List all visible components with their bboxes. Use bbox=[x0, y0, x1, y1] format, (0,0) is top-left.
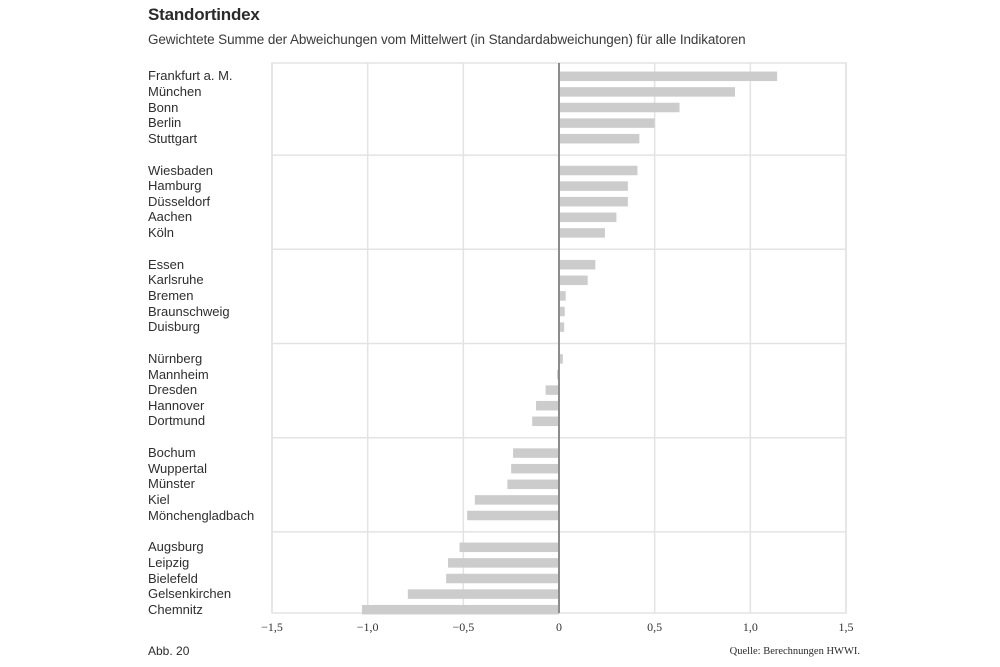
x-axis-ticks: −1,5 −1,0 −0,5 0 0,5 1,0 1,5 bbox=[261, 620, 853, 634]
category-label: Dresden bbox=[148, 382, 198, 398]
category-label: Mönchengladbach bbox=[148, 507, 255, 523]
category-label: Frankfurt a. M. bbox=[148, 68, 233, 84]
category-label: Berlin bbox=[148, 115, 182, 131]
chart-title: Standortindex bbox=[148, 5, 260, 24]
bar bbox=[513, 448, 559, 458]
category-label: München bbox=[148, 83, 202, 99]
category-label: Bonn bbox=[148, 99, 179, 115]
bar bbox=[446, 573, 559, 584]
bar bbox=[559, 291, 566, 301]
bar bbox=[559, 102, 680, 113]
bar bbox=[559, 196, 628, 207]
category-label: Bochum bbox=[148, 445, 196, 461]
category-label: Hannover bbox=[148, 397, 205, 413]
category-label: Stuttgart bbox=[148, 130, 198, 146]
figure-number: Abb. 20 bbox=[148, 644, 190, 658]
bar bbox=[559, 133, 640, 144]
category-label: Essen bbox=[148, 256, 185, 272]
category-label: Düsseldorf bbox=[148, 193, 211, 209]
bar bbox=[559, 322, 565, 332]
chart-subtitle: Gewichtete Summe der Abweichungen vom Mi… bbox=[148, 32, 746, 47]
x-tick-label: −1,0 bbox=[357, 620, 379, 634]
bar bbox=[467, 510, 559, 521]
category-label: Duisburg bbox=[148, 319, 201, 335]
bar bbox=[545, 385, 559, 395]
bar bbox=[559, 306, 565, 317]
category-label: Köln bbox=[148, 224, 175, 240]
bar bbox=[559, 228, 605, 238]
x-tick-label: −0,5 bbox=[452, 620, 474, 634]
bar bbox=[407, 589, 559, 599]
category-label: Kiel bbox=[148, 491, 170, 507]
bar bbox=[361, 604, 559, 615]
category-label: Leipzig bbox=[148, 554, 190, 570]
x-tick-label: 1,0 bbox=[743, 620, 758, 634]
category-label: Münster bbox=[148, 476, 195, 492]
category-label: Augsburg bbox=[148, 539, 204, 555]
x-tick-label: 1,5 bbox=[839, 620, 854, 634]
bar bbox=[474, 495, 559, 505]
category-label: Nürnberg bbox=[148, 350, 203, 366]
bar bbox=[559, 259, 596, 270]
bar bbox=[559, 71, 778, 82]
category-label: Braunschweig bbox=[148, 303, 230, 319]
bar bbox=[511, 463, 559, 474]
category-label: Bielefeld bbox=[148, 570, 198, 586]
bar bbox=[507, 479, 559, 490]
category-label: Wuppertal bbox=[148, 460, 208, 476]
bar bbox=[536, 400, 559, 411]
bar bbox=[559, 87, 736, 97]
category-label: Mannheim bbox=[148, 366, 209, 382]
bar bbox=[559, 354, 563, 364]
category-label: Dortmund bbox=[148, 413, 206, 429]
category-label: Bremen bbox=[148, 287, 194, 303]
bars bbox=[361, 63, 778, 615]
category-label: Hamburg bbox=[148, 178, 202, 194]
category-label: Karlsruhe bbox=[148, 272, 204, 288]
source-note: Quelle: Berechnungen HWWI. bbox=[729, 646, 860, 657]
bar bbox=[559, 212, 617, 223]
bar bbox=[559, 181, 628, 191]
x-tick-label: 0,5 bbox=[647, 620, 662, 634]
category-label: Aachen bbox=[148, 209, 193, 225]
category-label: Gelsenkirchen bbox=[148, 586, 232, 602]
category-label: Chemnitz bbox=[148, 601, 203, 617]
bar bbox=[559, 275, 588, 286]
bar bbox=[559, 118, 655, 128]
x-tick-label: −1,5 bbox=[261, 620, 283, 634]
bar bbox=[459, 542, 559, 553]
bar bbox=[559, 165, 638, 176]
category-label: Wiesbaden bbox=[148, 162, 214, 178]
x-tick-label: 0 bbox=[556, 620, 562, 634]
bar bbox=[532, 416, 559, 427]
bar bbox=[448, 558, 559, 568]
